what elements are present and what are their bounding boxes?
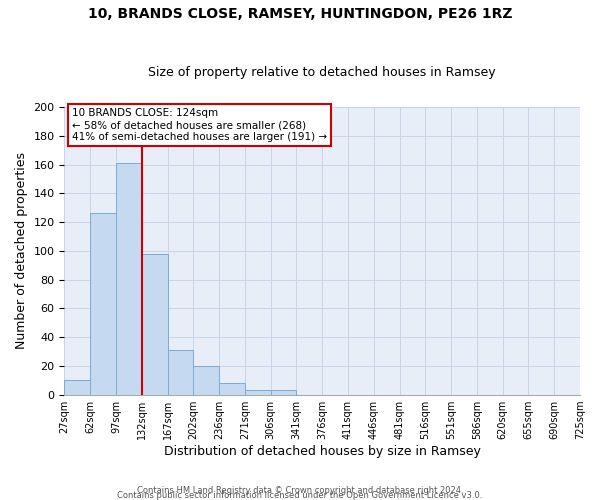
Title: Size of property relative to detached houses in Ramsey: Size of property relative to detached ho…: [148, 66, 496, 80]
Bar: [116, 163, 142, 394]
Bar: [271, 390, 296, 394]
Text: Contains HM Land Registry data © Crown copyright and database right 2024.: Contains HM Land Registry data © Crown c…: [137, 486, 463, 495]
X-axis label: Distribution of detached houses by size in Ramsey: Distribution of detached houses by size …: [164, 444, 481, 458]
Bar: [219, 383, 245, 394]
Bar: [167, 350, 193, 395]
Y-axis label: Number of detached properties: Number of detached properties: [15, 152, 28, 350]
Bar: [193, 366, 219, 394]
Text: 10 BRANDS CLOSE: 124sqm
← 58% of detached houses are smaller (268)
41% of semi-d: 10 BRANDS CLOSE: 124sqm ← 58% of detache…: [72, 108, 327, 142]
Text: Contains public sector information licensed under the Open Government Licence v3: Contains public sector information licen…: [118, 490, 482, 500]
Bar: [90, 214, 116, 394]
Bar: [64, 380, 90, 394]
Bar: [245, 390, 271, 394]
Bar: [142, 254, 167, 394]
Text: 10, BRANDS CLOSE, RAMSEY, HUNTINGDON, PE26 1RZ: 10, BRANDS CLOSE, RAMSEY, HUNTINGDON, PE…: [88, 8, 512, 22]
